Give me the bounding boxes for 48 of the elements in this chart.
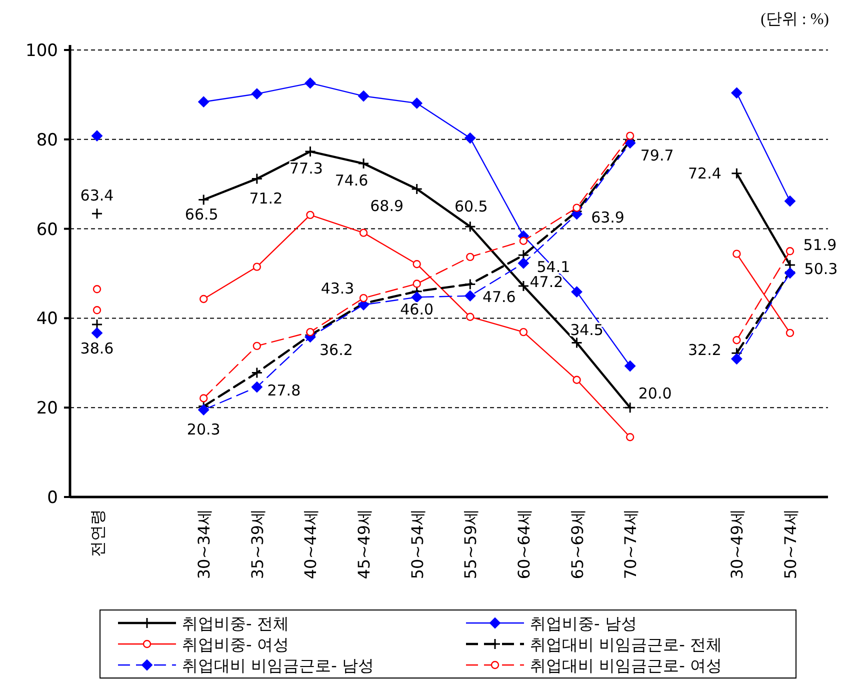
data-label: 50.3 [804, 260, 838, 278]
legend-label: 취업비중- 남성 [530, 614, 637, 633]
x-tick-label: 65~69세 [568, 509, 587, 580]
y-tick-label: 80 [36, 130, 58, 150]
legend-label: 취업대비 비임금근로- 여성 [530, 656, 722, 675]
data-label: 43.3 [320, 279, 354, 298]
x-tick-label: 40~44세 [301, 509, 320, 580]
x-tick-label: 55~59세 [461, 509, 480, 580]
data-label: 36.2 [320, 341, 353, 360]
y-tick-label: 60 [36, 220, 58, 240]
x-tick-label: 전연령 [88, 509, 107, 557]
data-label: 20.3 [186, 420, 220, 438]
x-tick-label: 45~49세 [354, 509, 374, 580]
legend-label: 취업대비 비임금근로- 남성 [182, 656, 374, 675]
y-tick-label: 20 [36, 398, 58, 419]
legend-label: 취업비중- 여성 [182, 635, 289, 654]
data-label: 74.6 [334, 172, 368, 190]
x-tick-label: 50~54세 [408, 509, 427, 580]
data-label: 68.9 [370, 197, 404, 216]
data-label: 46.0 [400, 300, 434, 318]
data-label: 66.5 [184, 206, 218, 224]
data-label: 71.2 [249, 190, 283, 208]
y-tick-label: 100 [26, 41, 58, 61]
data-label: 47.6 [482, 288, 516, 306]
legend-label: 취업비중- 전체 [182, 614, 289, 633]
data-label: 38.6 [80, 339, 114, 358]
x-tick-label: 30~49세 [728, 509, 747, 580]
data-label: 63.9 [591, 208, 624, 226]
x-tick-label: 30~34세 [194, 509, 214, 580]
data-label: 60.5 [454, 198, 488, 216]
x-tick-label: 35~39세 [248, 509, 267, 580]
data-label: 72.4 [688, 164, 722, 182]
text: (단위 : %) [760, 11, 829, 28]
data-label: 79.7 [640, 146, 674, 165]
y-tick-label: 0 [47, 488, 58, 508]
data-label: 27.8 [267, 382, 301, 400]
data-label: 20.0 [638, 384, 672, 403]
legend-label: 취업대비 비임금근로- 전체 [530, 635, 722, 654]
data-label: 63.4 [80, 186, 114, 205]
x-tick-label: 70~74세 [621, 509, 640, 580]
data-label: 32.2 [688, 341, 722, 360]
x-tick-label: 60~64세 [514, 509, 534, 580]
data-label: 47.2 [530, 273, 564, 292]
data-label: 51.9 [803, 236, 837, 254]
x-tick-label: 50~74세 [781, 509, 800, 580]
data-label: 34.5 [570, 320, 604, 339]
y-tick-label: 40 [36, 309, 58, 330]
data-label: 77.3 [290, 159, 323, 178]
